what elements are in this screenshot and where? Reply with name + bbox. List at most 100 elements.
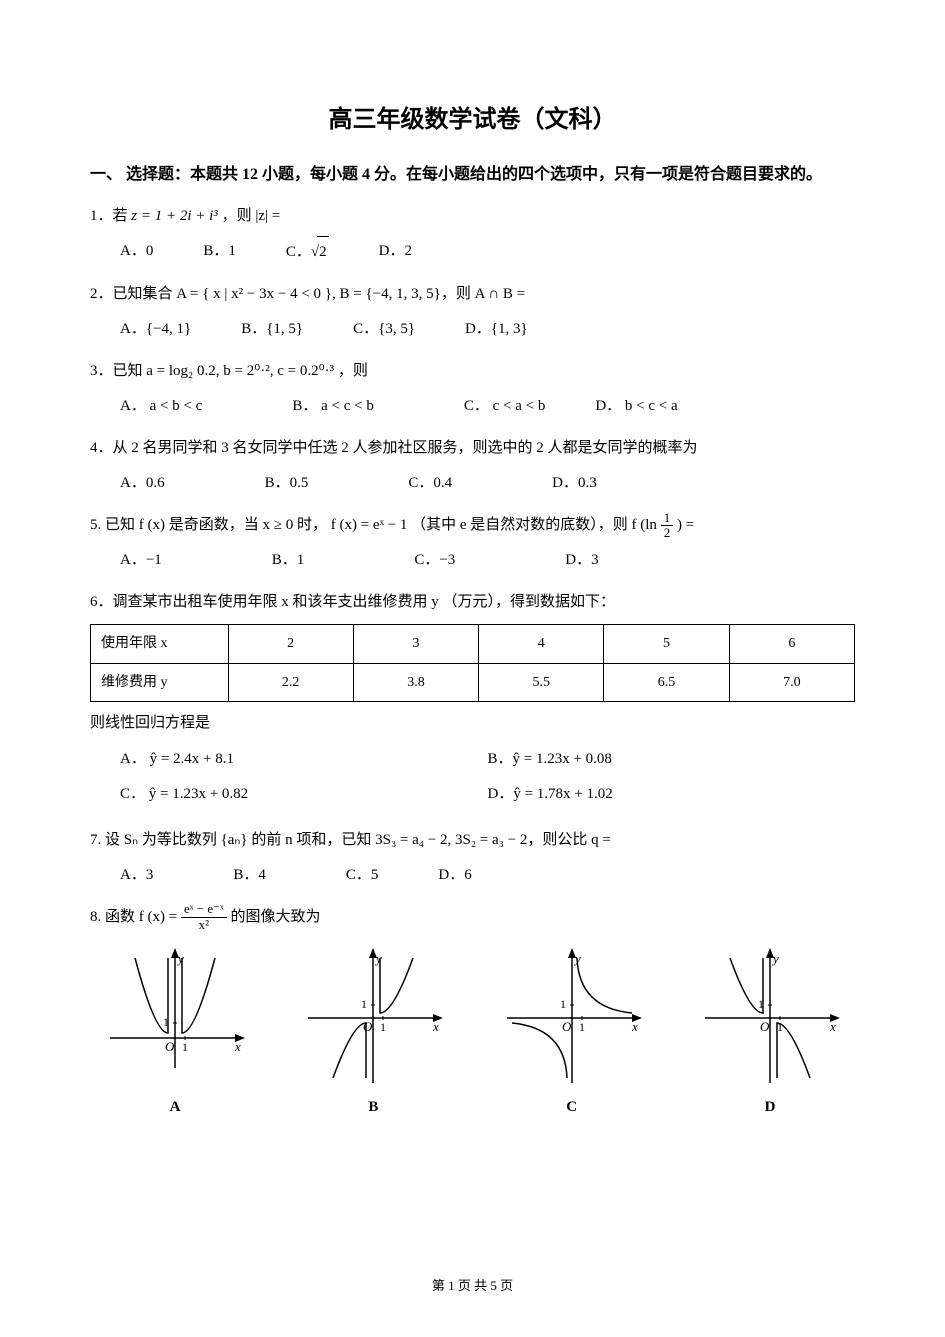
q6-c4: 6: [729, 625, 854, 663]
page-title: 高三年级数学试卷（文科）: [90, 100, 855, 141]
axis-one-label: 1: [182, 1040, 188, 1054]
q7-option-a: A．3: [120, 860, 153, 892]
q8-graph-a: y x O 1 1 A: [90, 948, 260, 1124]
q3-option-d: D． b < c < a: [595, 391, 677, 423]
axis-o-label: O: [165, 1039, 175, 1054]
axis-one-label: 1: [777, 1020, 783, 1034]
axis-one-y: 1: [758, 997, 764, 1011]
axis-x-label: x: [234, 1039, 241, 1054]
question-1: 1．若 z = 1 + 2i + i³ ，则 |z| = A．0 B．1 C．√…: [90, 201, 855, 269]
q6-r2-2: 5.5: [479, 663, 604, 701]
q1-stem-suffix: ，则 |z| =: [222, 208, 281, 224]
axis-y-label: y: [176, 951, 184, 966]
section-heading: 一、 选择题：本题共 12 小题，每小题 4 分。在每小题给出的四个选项中，只有…: [90, 159, 855, 191]
q2-option-c: C．{3, 5}: [353, 314, 415, 346]
q7-option-c: C．5: [346, 860, 379, 892]
q1-stem-prefix: 1．若: [90, 208, 128, 224]
axis-one-label: 1: [579, 1020, 585, 1034]
q5-option-b: B．1: [272, 545, 305, 577]
axis-x-label: x: [829, 1019, 836, 1034]
question-7: 7. 设 Sₙ 为等比数列 {aₙ} 的前 n 项和，已知 3S₃ = a₄ −…: [90, 825, 855, 892]
q4-option-a: A．0.6: [120, 468, 165, 500]
q6-c0: 2: [228, 625, 353, 663]
graph-d-svg: y x O 1 1: [695, 948, 845, 1088]
q1-c-val: 2: [317, 236, 329, 269]
question-6: 6．调查某市出租车使用年限 x 和该年支出维修费用 y （万元），得到数据如下：…: [90, 587, 855, 815]
graph-c-svg: y x O 1 1: [497, 948, 647, 1088]
q5-frac-num: 1: [661, 511, 674, 526]
q6-r2-0: 2.2: [228, 663, 353, 701]
q6-row2-header: 维修费用 y: [91, 663, 229, 701]
table-row: 维修费用 y 2.2 3.8 5.5 6.5 7.0: [91, 663, 855, 701]
q7-option-d: D．6: [438, 860, 471, 892]
q6-c1: 3: [353, 625, 478, 663]
q8-label-d: D: [685, 1092, 855, 1124]
q1-option-a: A．0: [120, 236, 153, 269]
axis-one-label: 1: [380, 1020, 386, 1034]
q6-r2-1: 3.8: [353, 663, 478, 701]
q8-stem-a: 8. 函数 f (x) =: [90, 909, 181, 925]
q8-graph-d: y x O 1 1 D: [685, 948, 855, 1124]
axis-y-label: y: [771, 951, 779, 966]
q8-label-c: C: [487, 1092, 657, 1124]
q6-option-c: C． ŷ = 1.23x + 0.82: [120, 779, 488, 811]
q4-option-d: D．0.3: [552, 468, 597, 500]
axis-x-label: x: [432, 1019, 439, 1034]
q8-frac-den: x²: [181, 918, 227, 932]
axis-o-label: O: [562, 1019, 572, 1034]
q8-label-b: B: [288, 1092, 458, 1124]
q5-option-d: D．3: [565, 545, 598, 577]
q5-stem-b: ) =: [677, 517, 694, 533]
q6-c2: 4: [479, 625, 604, 663]
q7-option-b: B．4: [233, 860, 266, 892]
q6-r2-4: 7.0: [729, 663, 854, 701]
q4-option-c: C．0.4: [408, 468, 452, 500]
q4-option-b: B．0.5: [265, 468, 309, 500]
q1-c-prefix: C．: [286, 244, 311, 260]
question-8: 8. 函数 f (x) = eˣ − e⁻ˣ x² 的图像大致为 y x O 1…: [90, 902, 855, 1124]
axis-one-y: 1: [560, 997, 566, 1011]
q6-c3: 5: [604, 625, 729, 663]
q5-stem-a: 5. 已知 f (x) 是奇函数，当 x ≥ 0 时， f (x) = eˣ −…: [90, 517, 661, 533]
q8-graphs: y x O 1 1 A y x O 1: [90, 948, 855, 1124]
question-2: 2．已知集合 A = { x | x² − 3x − 4 < 0 }, B = …: [90, 279, 855, 346]
q6-row1-header: 使用年限 x: [91, 625, 229, 663]
axis-x-label: x: [631, 1019, 638, 1034]
axis-y-label: y: [374, 951, 382, 966]
q6-r2-3: 6.5: [604, 663, 729, 701]
q5-fraction: 1 2: [661, 511, 674, 541]
q2-stem: 2．已知集合 A = { x | x² − 3x − 4 < 0 }, B = …: [90, 286, 525, 302]
q1-option-b: B．1: [203, 236, 236, 269]
q3-option-b: B． a < c < b: [292, 391, 374, 423]
question-3: 3．已知 a = log₂ 0.2, b = 2⁰·², c = 0.2⁰·³ …: [90, 356, 855, 423]
graph-a-svg: y x O 1 1: [100, 948, 250, 1088]
q6-table: 使用年限 x 2 3 4 5 6 维修费用 y 2.2 3.8 5.5 6.5 …: [90, 624, 855, 702]
q3-option-c: C． c < a < b: [464, 391, 546, 423]
question-4: 4．从 2 名男同学和 3 名女同学中任选 2 人参加社区服务，则选中的 2 人…: [90, 433, 855, 500]
graph-b-svg: y x O 1 1: [298, 948, 448, 1088]
q8-label-a: A: [90, 1092, 260, 1124]
q7-stem: 7. 设 Sₙ 为等比数列 {aₙ} 的前 n 项和，已知 3S₃ = a₄ −…: [90, 832, 611, 848]
q6-option-b: B．ŷ = 1.23x + 0.08: [488, 744, 856, 776]
page-footer: 第 1 页 共 5 页: [0, 1275, 945, 1297]
q8-fraction: eˣ − e⁻ˣ x²: [181, 902, 227, 932]
axis-o-label: O: [363, 1019, 373, 1034]
q8-frac-num: eˣ − e⁻ˣ: [181, 902, 227, 917]
q1-option-d: D．2: [379, 236, 412, 269]
q2-option-d: D．{1, 3}: [465, 314, 528, 346]
axis-o-label: O: [760, 1019, 770, 1034]
q4-stem: 4．从 2 名男同学和 3 名女同学中任选 2 人参加社区服务，则选中的 2 人…: [90, 440, 698, 456]
q3-stem: 3．已知 a = log₂ 0.2, b = 2⁰·², c = 0.2⁰·³ …: [90, 363, 368, 379]
table-row: 使用年限 x 2 3 4 5 6: [91, 625, 855, 663]
axis-y-label: y: [573, 951, 581, 966]
question-5: 5. 已知 f (x) 是奇函数，当 x ≥ 0 时， f (x) = eˣ −…: [90, 510, 855, 577]
axis-one-y: 1: [361, 997, 367, 1011]
q3-option-a: A． a < b < c: [120, 391, 202, 423]
q6-option-a: A． ŷ = 2.4x + 8.1: [120, 744, 488, 776]
q5-option-c: C．−3: [414, 545, 455, 577]
q8-graph-c: y x O 1 1 C: [487, 948, 657, 1124]
q6-after: 则线性回归方程是: [90, 708, 855, 740]
q2-option-b: B．{1, 5}: [241, 314, 303, 346]
q1-expr: z = 1 + 2i + i³: [131, 208, 218, 224]
q6-stem: 6．调查某市出租车使用年限 x 和该年支出维修费用 y （万元），得到数据如下：: [90, 594, 615, 610]
